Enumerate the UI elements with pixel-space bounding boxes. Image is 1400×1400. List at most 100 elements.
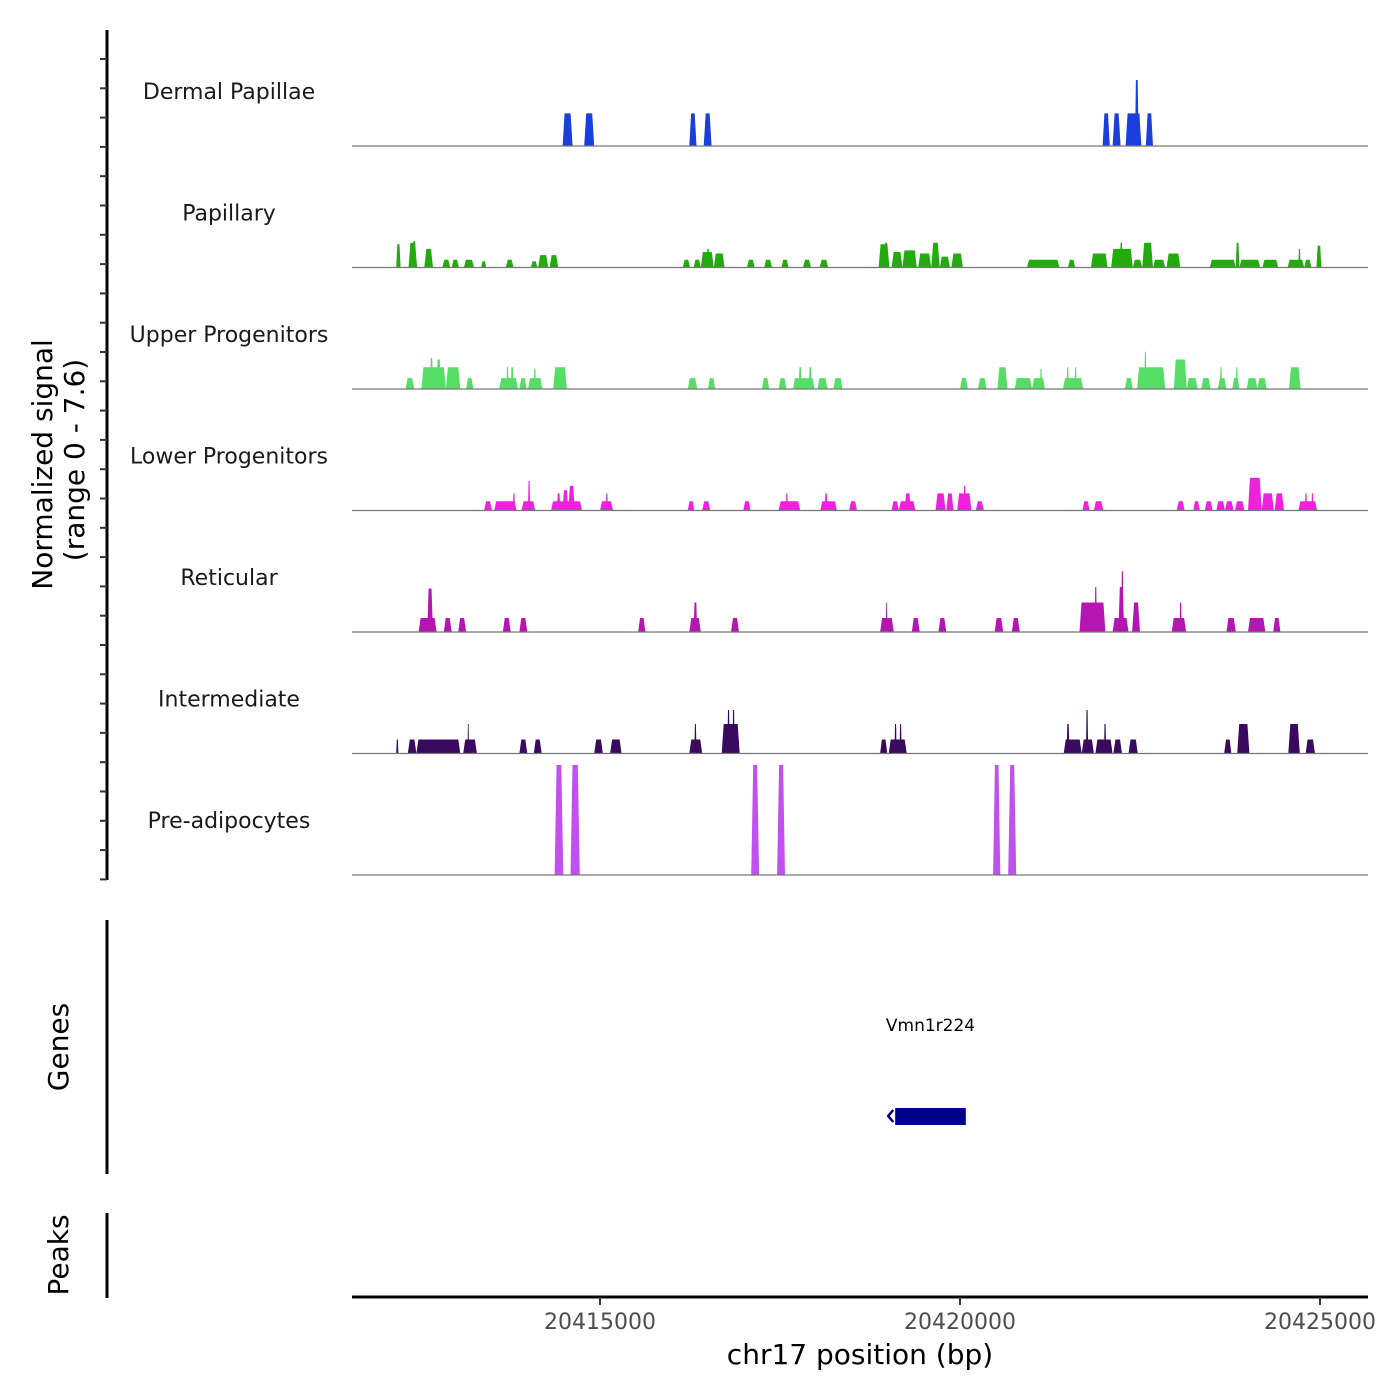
- signal-peak: [1304, 493, 1307, 511]
- signal-peak: [899, 724, 902, 754]
- signal-peak: [689, 113, 697, 146]
- signal-peak: [561, 367, 565, 389]
- signal-peak: [1193, 501, 1200, 511]
- signal-peak: [484, 501, 492, 511]
- signal-peak: [458, 618, 467, 632]
- signal-peak: [1132, 602, 1140, 632]
- gene-label: Vmn1r224: [886, 1016, 975, 1036]
- signal-peak: [1153, 259, 1166, 268]
- signal-peak: [702, 501, 711, 511]
- signal-peak: [1132, 259, 1143, 268]
- signal-peak: [785, 493, 788, 511]
- x-tick-label: 20415000: [544, 1310, 656, 1335]
- signal-peak: [519, 378, 527, 389]
- signal-peak: [1316, 245, 1322, 268]
- signal-peak: [1176, 501, 1185, 511]
- signal-peak: [1066, 367, 1069, 389]
- signal-peak: [764, 259, 773, 268]
- signal-peak: [424, 248, 433, 268]
- signal-peak: [824, 493, 828, 511]
- x-axis-title: chr17 position (bp): [727, 1338, 993, 1371]
- signal-peak: [1135, 80, 1139, 146]
- signal-peak: [1142, 242, 1153, 268]
- signal-peak: [1113, 739, 1122, 754]
- signal-peak: [421, 367, 446, 389]
- signal-peak: [1235, 501, 1245, 511]
- signal-peak: [1305, 739, 1315, 754]
- signal-peak: [902, 250, 917, 268]
- signal-peak: [1091, 253, 1108, 268]
- signal-peak: [568, 485, 575, 511]
- x-tick-label: 20420000: [904, 1310, 1016, 1335]
- signal-peak: [1239, 259, 1261, 268]
- signal-peak: [396, 244, 401, 268]
- signal-peak: [1219, 367, 1223, 389]
- signal-peak: [1246, 378, 1258, 389]
- signal-peak: [1094, 587, 1097, 632]
- gene-body: [895, 1108, 966, 1125]
- signal-peak: [1235, 242, 1240, 268]
- signal-peak: [1082, 501, 1090, 511]
- signal-peak: [817, 378, 828, 389]
- signal-peak: [1178, 359, 1181, 389]
- y-axis-title-line-2: (range 0 - 7.6): [58, 359, 91, 561]
- signal-peak: [538, 255, 549, 268]
- signal-peak: [1304, 259, 1312, 268]
- signal-peak: [884, 242, 888, 268]
- gene-vmn1r224[interactable]: Vmn1r224: [886, 1016, 975, 1125]
- signal-y-axis: [100, 30, 109, 881]
- signal-peak: [727, 710, 730, 754]
- signal-peak: [1257, 378, 1267, 389]
- signal-peak: [1201, 378, 1211, 389]
- signal-peak: [687, 378, 698, 389]
- signal-peak: [778, 378, 787, 389]
- signal-peak: [751, 765, 760, 875]
- signal-peak: [849, 501, 857, 511]
- x-tick-label: 20425000: [1264, 1310, 1376, 1335]
- track-label: Intermediate: [158, 688, 300, 713]
- signal-peak: [1145, 113, 1153, 146]
- signal-peak: [888, 739, 907, 754]
- signal-peak: [975, 501, 984, 511]
- track-pre-adipocytes: Pre-adipocytes: [148, 765, 1368, 876]
- signal-peak: [505, 259, 514, 268]
- signal-peak: [1088, 602, 1106, 632]
- signal-peak: [1039, 368, 1043, 389]
- signal-peak: [1235, 367, 1238, 389]
- signal-peak: [1128, 739, 1138, 754]
- signal-peak: [1226, 618, 1236, 632]
- track-papillary: Papillary: [182, 202, 1368, 269]
- signal-peak: [1273, 618, 1281, 632]
- signal-peak: [1156, 367, 1159, 389]
- signal-peak: [1298, 248, 1301, 268]
- signal-peak: [1066, 724, 1070, 754]
- signal-peak: [1262, 259, 1279, 268]
- signal-peak: [762, 378, 770, 389]
- y-axis-title: Normalized signal (range 0 - 7.6): [26, 330, 91, 589]
- signal-peak: [808, 367, 812, 389]
- signal-peak: [963, 485, 966, 511]
- signal-peak: [781, 259, 789, 268]
- signal-peak: [978, 378, 987, 389]
- signal-peak: [938, 618, 947, 632]
- signal-peak: [1027, 259, 1060, 268]
- signal-peak: [466, 378, 474, 389]
- signal-peak: [510, 367, 514, 389]
- signal-peak: [694, 724, 697, 754]
- signal-peak: [533, 368, 536, 389]
- signal-peak: [731, 618, 739, 632]
- strand-arrow-icon: [886, 1109, 895, 1123]
- signal-peak: [1287, 259, 1305, 268]
- signal-peak: [512, 493, 515, 511]
- signal-peak: [556, 493, 561, 511]
- signal-peak: [1171, 618, 1187, 632]
- signal-peak: [1217, 378, 1227, 389]
- signal-peak: [1204, 501, 1213, 511]
- track-label: Dermal Papillae: [143, 80, 315, 105]
- signal-peak: [1144, 351, 1147, 389]
- signal-peak: [1074, 367, 1077, 389]
- signal-peak: [1119, 242, 1123, 268]
- track-label: Reticular: [180, 566, 278, 591]
- signal-peak: [891, 501, 899, 511]
